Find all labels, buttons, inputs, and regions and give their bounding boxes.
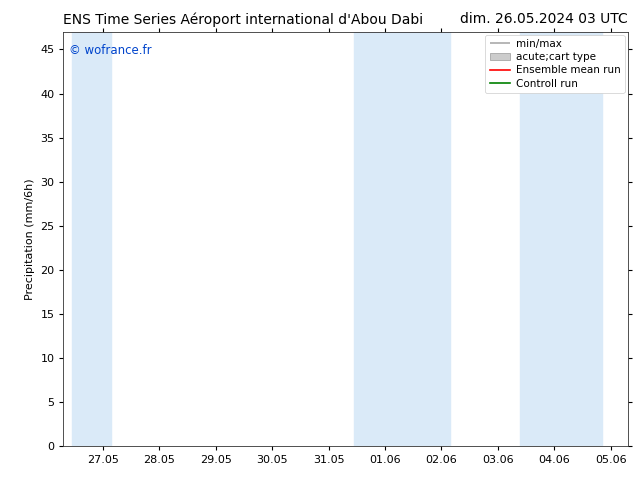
Legend: min/max, acute;cart type, Ensemble mean run, Controll run: min/max, acute;cart type, Ensemble mean … [486,35,624,93]
Bar [391,32,450,446]
Y-axis label: Precipitation (mm/6h): Precipitation (mm/6h) [25,178,35,300]
Bar [354,32,391,446]
Text: dim. 26.05.2024 03 UTC: dim. 26.05.2024 03 UTC [460,12,628,26]
Bar [72,32,112,446]
Bar [563,32,602,446]
Bar [521,32,563,446]
Text: ENS Time Series Aéroport international d'Abou Dabi: ENS Time Series Aéroport international d… [63,12,424,27]
Text: © wofrance.fr: © wofrance.fr [69,44,152,57]
